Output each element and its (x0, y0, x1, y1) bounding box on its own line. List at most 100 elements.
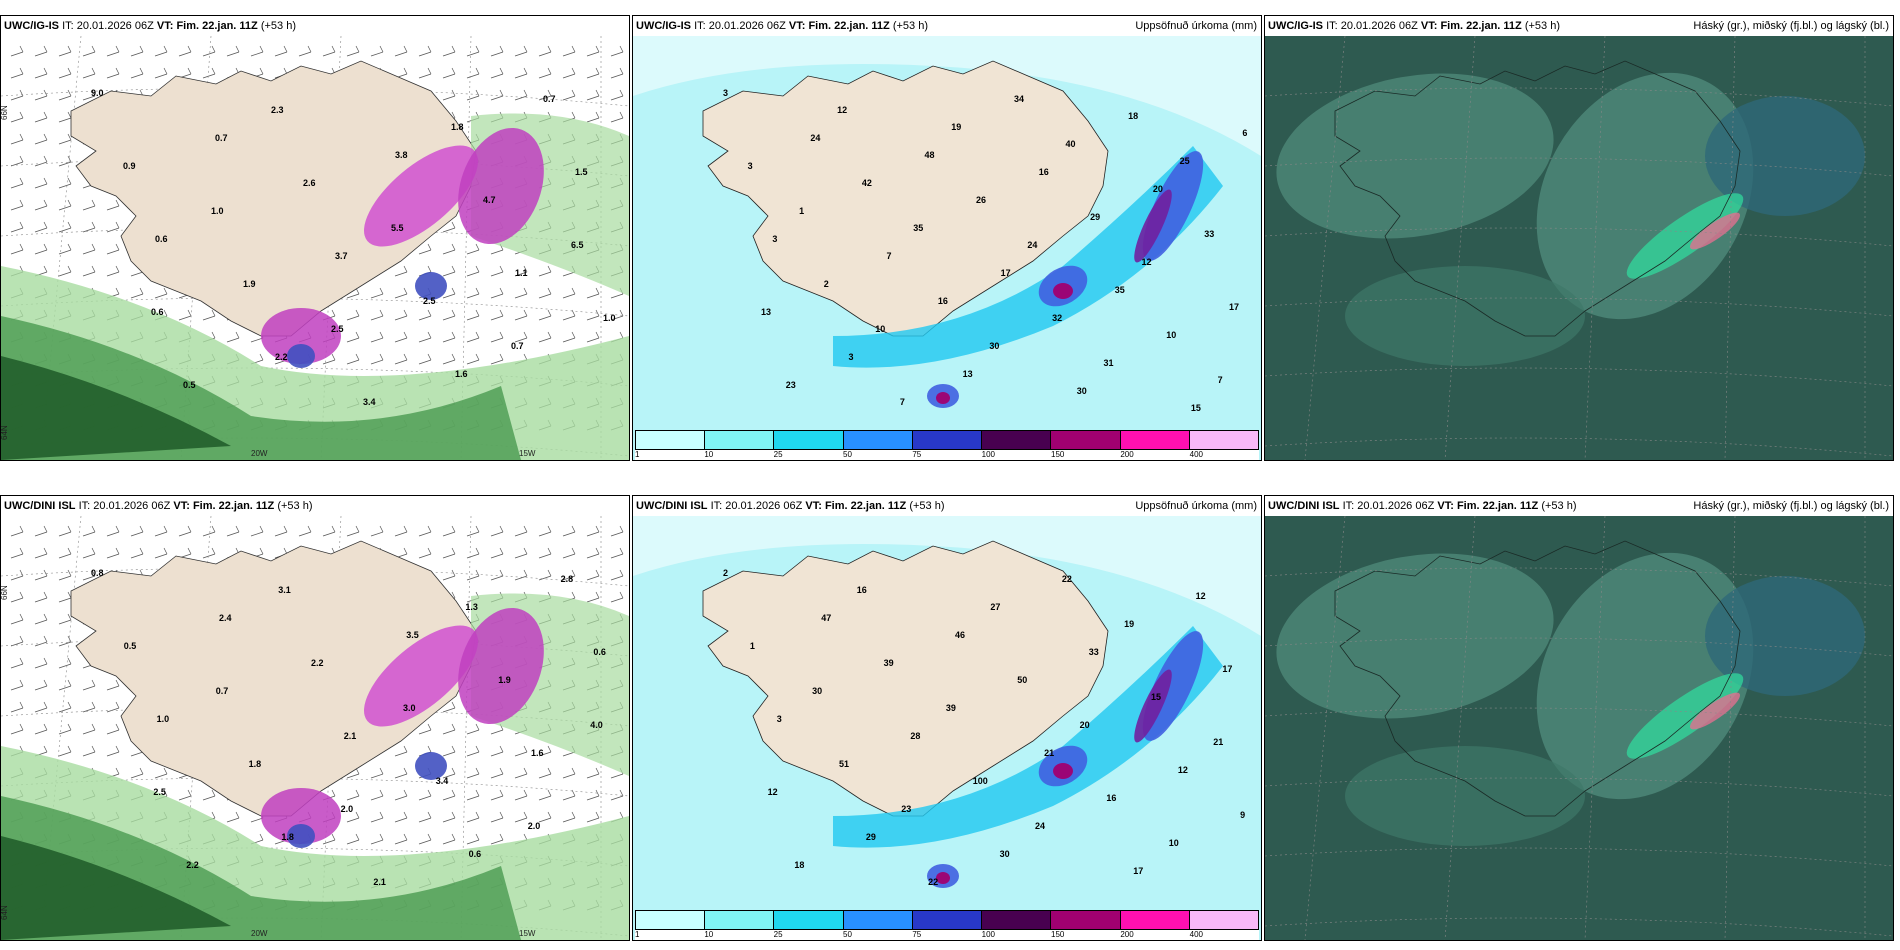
value-label: 0.7 (215, 133, 228, 143)
value-label: 16 (857, 585, 867, 595)
value-label: 20 (1080, 720, 1090, 730)
colorbar-tick: 400 (1189, 450, 1204, 459)
value-label: 3 (777, 714, 782, 724)
value-label: 1.9 (243, 279, 256, 289)
lat-label: 66N (1, 105, 9, 120)
value-label: 23 (786, 380, 796, 390)
value-label: 0.7 (543, 94, 556, 104)
value-label: 6 (1242, 128, 1247, 138)
value-label: 15 (1151, 692, 1161, 702)
colorbar-segment (912, 911, 983, 929)
colorbar (635, 910, 1259, 930)
value-label: 9 (1240, 810, 1245, 820)
value-label: 4.0 (590, 720, 603, 730)
lat-lon-grid (1265, 516, 1893, 940)
value-label: 17 (1133, 866, 1143, 876)
value-label: 1.0 (211, 206, 224, 216)
colorbar-tick: 50 (843, 450, 852, 459)
panel-title-clouds: Háský (gr.), miðský (fj.bl.) og lágský (… (1693, 20, 1889, 32)
panel-ig-surface: UWC/IG-IS IT: 20.01.2026 06Z VT: Fim. 22… (0, 15, 630, 461)
colorbar-segment (1120, 431, 1190, 449)
value-label: 29 (1090, 212, 1100, 222)
value-label: 0.9 (123, 161, 136, 171)
value-label: 42 (862, 178, 872, 188)
value-label: 51 (839, 759, 849, 769)
value-label: 2.8 (561, 574, 574, 584)
colorbar-segment (1189, 431, 1258, 449)
colorbar-tick: 10 (704, 930, 714, 939)
colorbar-tick: 10 (704, 450, 714, 459)
lon-label: 15W (519, 449, 536, 458)
map-accum-precip: 2 1 3 12 18 47 30 51 29 16 39 28 23 22 46 39 100 30 27 50 21… (633, 516, 1261, 940)
precip-value-labels: 0.8 0.5 1.0 2.5 2.2 2.4 0.7 1.8 1.8 3.1 2.2 2.1 2.0 2… (91, 568, 606, 887)
value-label: 12 (768, 787, 778, 797)
value-label: 7 (887, 251, 892, 261)
iceland-landmass (70, 540, 477, 817)
value-label: 2.0 (341, 804, 354, 814)
colorbar-segment (636, 431, 706, 449)
value-label: 3.8 (395, 150, 408, 160)
value-label: 2.2 (311, 658, 324, 668)
value-label: 3.1 (278, 585, 291, 595)
colorbar-segment (705, 431, 775, 449)
value-label: 16 (1106, 793, 1116, 803)
colorbar-labels: 1 10 25 50 75 100 150 200 400 (635, 450, 1259, 460)
map-accum-precip: 3 3 3 13 23 24 1 2 3 12 42 7 10 7 48 35 16 13 19 26 17 30 34 16… (633, 36, 1261, 460)
value-label: 3 (748, 161, 753, 171)
value-label: 12 (837, 105, 847, 115)
value-label: 17 (1229, 302, 1239, 312)
value-label: 1.1 (515, 268, 528, 278)
colorbar-labels: 1 10 25 50 75 100 150 200 400 (635, 930, 1259, 940)
value-label: 21 (1044, 748, 1054, 758)
value-label: 48 (925, 150, 935, 160)
colorbar-segment (636, 911, 706, 929)
lat-label: 64N (1, 905, 9, 920)
value-label: 10 (875, 324, 885, 334)
value-label: 0.6 (469, 849, 482, 859)
colorbar-segment (774, 431, 844, 449)
iceland-landmass (702, 60, 1109, 337)
colorbar-tick: 100 (981, 450, 996, 459)
colorbar-segment (982, 431, 1052, 449)
value-label: 3.4 (436, 776, 449, 786)
colorbar-tick: 25 (773, 450, 783, 459)
value-label: 33 (1204, 229, 1214, 239)
value-label: 24 (1027, 240, 1037, 250)
value-label: 13 (761, 307, 771, 317)
value-label: 18 (794, 860, 804, 870)
iceland-outline (1334, 60, 1741, 337)
value-label: 34 (1014, 94, 1024, 104)
value-label: 1.3 (465, 602, 478, 612)
value-label: 0.5 (124, 641, 137, 651)
value-label: 12 (1142, 257, 1152, 267)
value-label: 1.9 (498, 675, 511, 685)
value-label: 47 (821, 613, 831, 623)
lon-label: 20W (251, 449, 268, 458)
value-label: 30 (1000, 849, 1010, 859)
precip-value-labels: 9.0 0.9 0.6 0.6 0.5 0.7 1.0 1.9 2.2 2.3 2.6 3.7 2.5 3… (91, 88, 616, 407)
colorbar-tick: 25 (773, 930, 783, 939)
value-label: 32 (1052, 313, 1062, 323)
value-label: 27 (990, 602, 1000, 612)
value-label: 15 (1191, 403, 1201, 413)
value-label: 1.8 (451, 122, 464, 132)
value-label: 2.2 (275, 352, 288, 362)
colorbar (635, 430, 1259, 450)
value-label: 30 (812, 686, 822, 696)
value-label: 2 (824, 279, 829, 289)
colorbar-segment (1120, 911, 1190, 929)
value-label: 40 (1065, 139, 1075, 149)
value-label: 2 (723, 568, 728, 578)
panel-header: UWC/DINI ISL IT: 20.01.2026 06Z VT: Fim.… (1265, 496, 1893, 516)
value-label: 3.0 (403, 703, 416, 713)
value-label: 17 (1001, 268, 1011, 278)
panel-title-accum: Uppsöfnuð úrkoma (mm) (1135, 500, 1257, 512)
value-label: 22 (1062, 574, 1072, 584)
value-label: 1 (799, 206, 804, 216)
panel-header-left: UWC/DINI ISL IT: 20.01.2026 06Z VT: Fim.… (1268, 500, 1577, 512)
value-label: 19 (1124, 619, 1134, 629)
value-label: 24 (1035, 821, 1045, 831)
value-label: 2.3 (271, 105, 284, 115)
value-label: 2.1 (373, 877, 386, 887)
value-label: 33 (1089, 647, 1099, 657)
